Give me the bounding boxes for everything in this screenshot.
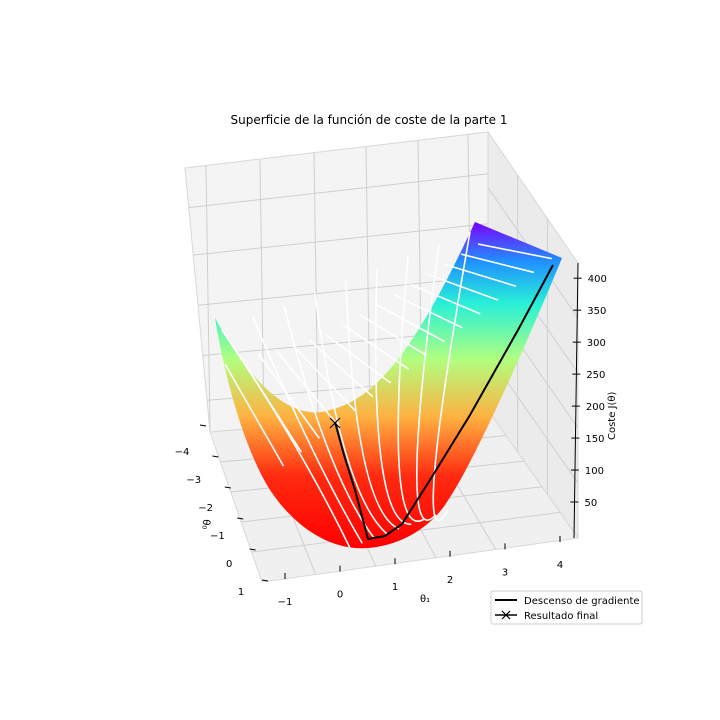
y-tick-label: 0 bbox=[226, 559, 232, 570]
surface-mesh-curve bbox=[415, 244, 440, 521]
x-tick-label: 3 bbox=[502, 567, 508, 578]
chart-title: Superficie de la función de coste de la … bbox=[231, 113, 508, 127]
grid-line-vertical bbox=[365, 146, 371, 420]
surface-mesh-rib bbox=[359, 314, 428, 357]
surface-mesh-rib bbox=[477, 243, 552, 260]
surface-mesh-rib bbox=[241, 358, 303, 453]
cost-surface bbox=[215, 222, 562, 549]
legend-marker-final bbox=[501, 610, 511, 620]
y-tick-label: −3 bbox=[186, 475, 201, 486]
x-tick-label: 0 bbox=[337, 590, 343, 601]
surface-mesh-curve bbox=[252, 317, 363, 544]
x-tick-label: −1 bbox=[278, 597, 293, 608]
gradient-descent-series bbox=[329, 264, 554, 541]
legend-label-descent: Descenso de gradiente bbox=[524, 596, 640, 607]
y-tick-mark bbox=[261, 579, 269, 582]
grid-line-horizontal bbox=[193, 223, 489, 256]
final-result-marker bbox=[329, 417, 341, 429]
z-tick-label: 300 bbox=[587, 338, 606, 349]
grid-line-vertical bbox=[313, 153, 319, 423]
surface-body bbox=[215, 222, 562, 549]
x-tick-label: 1 bbox=[392, 582, 398, 593]
y-tick-mark bbox=[212, 455, 219, 458]
legend: Descenso de gradiente Resultado final bbox=[490, 590, 643, 625]
legend-box bbox=[490, 590, 643, 625]
surface-mesh-rib bbox=[325, 334, 392, 384]
surface-mesh-rib bbox=[224, 363, 285, 467]
surface-mesh-rib bbox=[444, 263, 517, 288]
y-axis-label: θ₀ bbox=[199, 519, 211, 530]
z-tick-label: 250 bbox=[586, 370, 605, 381]
surface-mesh-rib bbox=[274, 349, 338, 426]
y-axis-ticks: −4 −3 −2 −1 0 1 bbox=[175, 424, 269, 598]
descent-path-line bbox=[334, 264, 554, 541]
grid-line-vertical bbox=[259, 159, 265, 427]
z-tick-label: 200 bbox=[586, 402, 605, 413]
y-tick-label: −4 bbox=[175, 447, 190, 458]
surface-mesh-curve bbox=[374, 268, 412, 526]
surface-mesh-rib bbox=[393, 293, 463, 329]
surface-mesh-rib bbox=[460, 253, 535, 274]
surface-mesh-rib bbox=[376, 304, 445, 343]
y-tick-label: −1 bbox=[210, 531, 225, 542]
grid-line-horizontal bbox=[188, 173, 489, 209]
y-tick-label: −2 bbox=[198, 503, 213, 514]
surface-mesh-curve bbox=[345, 280, 400, 530]
z-axis-line bbox=[573, 262, 579, 539]
z-tick-label: 50 bbox=[584, 498, 597, 509]
surface-mesh-curve bbox=[221, 329, 351, 549]
x-tick-label: 4 bbox=[557, 560, 563, 571]
legend-label-final: Resultado final bbox=[524, 611, 598, 622]
y-tick-label: 1 bbox=[238, 587, 244, 598]
z-tick-label: 350 bbox=[587, 306, 606, 317]
grid-line-horizontal bbox=[197, 276, 489, 306]
y-tick-mark bbox=[237, 517, 244, 520]
surface-mesh-rib bbox=[308, 339, 374, 398]
x-axis-label: θ₁ bbox=[420, 594, 430, 605]
surface-mesh-curve bbox=[314, 293, 388, 535]
surface-mesh bbox=[221, 231, 552, 549]
surface-mesh-curve bbox=[397, 256, 424, 522]
z-axis-label: Coste J(θ) bbox=[607, 391, 618, 440]
y-tick-mark bbox=[249, 548, 256, 551]
y-tick-mark bbox=[224, 486, 231, 489]
z-axis-ticks: 50 100 150 200 250 300 350 400 bbox=[570, 262, 607, 539]
surface-mesh-rib bbox=[258, 353, 320, 439]
surface-mesh-rib bbox=[291, 344, 356, 412]
x-axis-ticks: −1 0 1 2 3 4 bbox=[278, 536, 563, 608]
z-tick-label: 400 bbox=[588, 274, 607, 285]
z-tick-label: 150 bbox=[585, 434, 604, 445]
surface-mesh-rib bbox=[342, 324, 410, 370]
surface-mesh-rib bbox=[427, 273, 499, 301]
x-tick-label: 2 bbox=[447, 575, 453, 586]
z-tick-label: 100 bbox=[585, 466, 604, 477]
grid-line-vertical bbox=[205, 165, 211, 431]
surface-mesh-rib bbox=[410, 283, 481, 315]
y-tick-mark bbox=[199, 424, 207, 427]
